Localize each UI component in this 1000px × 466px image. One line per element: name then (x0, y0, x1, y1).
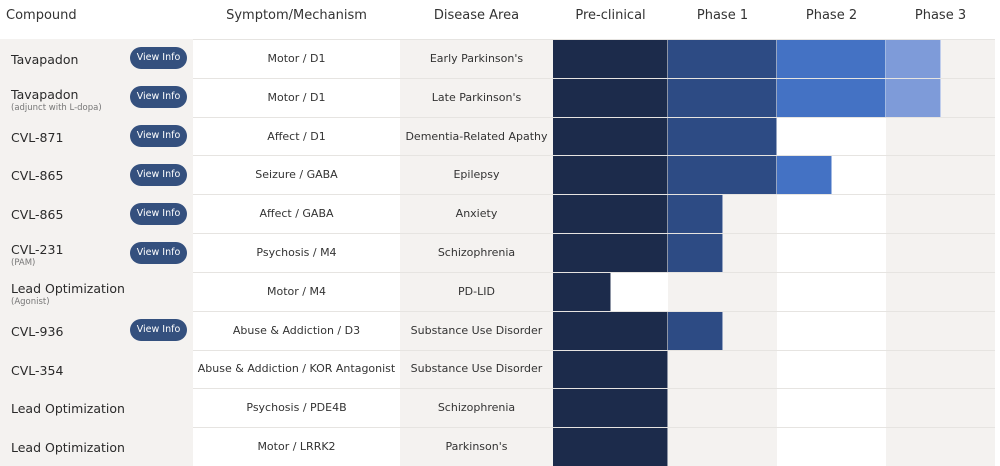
column-header: Symptom/Mechanism (226, 8, 367, 23)
mechanism: Seizure / GABA (255, 168, 338, 182)
view-info-button[interactable]: View Info (130, 319, 187, 342)
progress-bar-segment (886, 78, 941, 117)
progress-bar-segment (553, 40, 668, 78)
disease-area: PD-LID (458, 284, 495, 298)
progress-bar-segment (777, 78, 886, 117)
progress-bar-segment (553, 311, 668, 350)
view-info-button[interactable]: View Info (130, 241, 187, 264)
disease-area: Epilepsy (453, 168, 500, 182)
progress-bar-segment (668, 40, 777, 78)
progress-bar-segment (668, 78, 777, 117)
progress-bar-segment (668, 234, 723, 272)
compound-note: (Agonist) (11, 296, 50, 307)
disease-area: Early Parkinson's (429, 51, 524, 65)
progress-bar-segment (668, 311, 723, 350)
column-header: Phase 1 (696, 8, 749, 23)
compound-name: Lead Optimization (11, 401, 125, 417)
progress-bar-segment (553, 389, 668, 428)
column-header: Pre-clinical (575, 8, 646, 23)
mechanism: Abuse & Addiction / KOR Antagonist (197, 362, 396, 376)
mechanism: Motor / D1 (267, 51, 326, 65)
disease-area: Substance Use Disorder (410, 362, 543, 376)
progress-bar-segment (553, 156, 668, 195)
mechanism: Motor / D1 (267, 90, 326, 104)
disease-area: Late Parkinson's (431, 90, 522, 104)
progress-bar-segment (553, 350, 668, 389)
row-divider (193, 194, 995, 196)
row-divider (193, 349, 995, 351)
column-bg (193, 39, 400, 466)
row-divider (193, 310, 995, 312)
compound-name: CVL-354 (11, 362, 64, 378)
row-divider (193, 77, 995, 79)
progress-bar-segment (777, 40, 886, 78)
mechanism: Psychosis / M4 (256, 245, 337, 259)
disease-area: Schizophrenia (437, 245, 516, 259)
compound-name: Lead Optimization (11, 280, 125, 296)
row-divider (193, 116, 995, 118)
compound-name: CVL-936 (11, 323, 64, 339)
progress-bar-segment (668, 117, 777, 156)
view-info-button[interactable]: View Info (130, 202, 187, 225)
view-info-button[interactable]: View Info (130, 163, 187, 186)
view-info-button[interactable]: View Info (130, 125, 187, 148)
compound-name: CVL-865 (11, 168, 64, 184)
progress-bar-segment (553, 234, 668, 272)
row-divider (193, 233, 995, 235)
row-divider (193, 271, 995, 273)
mechanism: Motor / LRRK2 (257, 440, 336, 454)
disease-area: Schizophrenia (437, 401, 516, 415)
compound-name: Tavapadon (11, 86, 79, 102)
compound-name: Tavapadon (11, 52, 79, 67)
compound-note: (PAM) (11, 258, 36, 269)
row-divider (193, 388, 995, 390)
compound-name: CVL-871 (11, 129, 64, 145)
progress-bar-segment (886, 40, 941, 78)
progress-bar-segment (668, 156, 777, 195)
disease-area: Dementia-Related Apathy (405, 129, 548, 143)
compound-name: CVL-231 (11, 242, 64, 258)
mechanism: Abuse & Addiction / D3 (232, 323, 361, 337)
row-divider (193, 427, 995, 429)
view-info-button[interactable]: View Info (130, 47, 187, 70)
progress-bar-segment (777, 156, 832, 195)
progress-bar-segment (668, 195, 723, 234)
column-header: Disease Area (433, 8, 520, 23)
progress-bar-segment (553, 272, 611, 311)
compound-name: CVL-865 (11, 207, 64, 223)
mechanism: Affect / GABA (259, 207, 334, 221)
disease-area: Parkinson's (445, 440, 508, 454)
progress-bar-segment (553, 195, 668, 234)
disease-area: Substance Use Disorder (410, 323, 543, 337)
progress-bar-segment (553, 428, 668, 466)
column-header: Phase 3 (914, 8, 967, 23)
mechanism: Affect / D1 (267, 129, 326, 143)
progress-bar-segment (553, 117, 668, 156)
view-info-button[interactable]: View Info (130, 86, 187, 109)
row-divider (193, 39, 995, 40)
column-bg (400, 39, 553, 466)
mechanism: Motor / M4 (267, 284, 326, 298)
compound-name: Lead Optimization (11, 440, 125, 456)
row-divider (193, 155, 995, 157)
column-header: Phase 2 (805, 8, 858, 23)
disease-area: Anxiety (455, 207, 498, 221)
progress-bar-segment (553, 78, 668, 117)
compound-note: (adjunct with L-dopa) (11, 102, 102, 113)
column-header: Compound (6, 8, 77, 23)
mechanism: Psychosis / PDE4B (246, 401, 347, 415)
